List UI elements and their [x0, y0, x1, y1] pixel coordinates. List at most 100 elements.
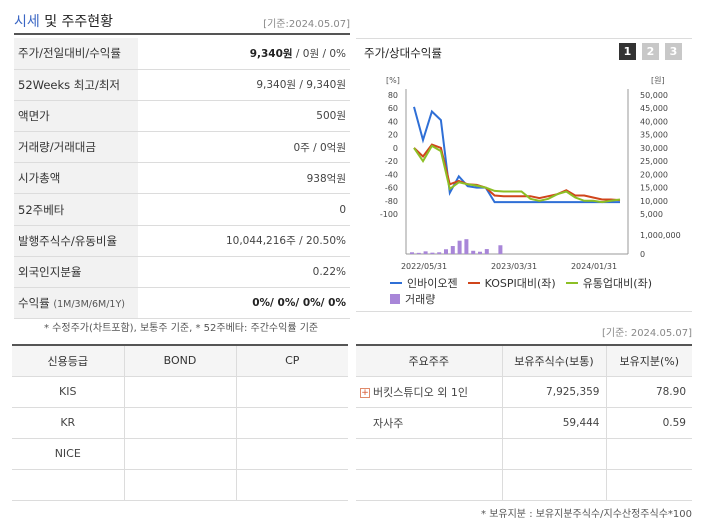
info-value: 9,340원 / 9,340원 [138, 69, 350, 101]
info-row: 시가총액 938억원 [14, 162, 350, 195]
info-label: 52Weeks 최고/최저 [14, 69, 138, 101]
label-small: (1M/3M/6M/1Y) [53, 299, 125, 311]
table-row [356, 438, 692, 470]
table-row [12, 469, 348, 501]
holder-name-cell [356, 438, 502, 470]
chart-panel: [%] [원] 80 60 40 20 0 -20 -40 -60 -80 -100 50,000 45,… [356, 38, 692, 312]
legend-label: 인바이오젠 [407, 277, 458, 290]
y-left-tick-label: -100 [380, 210, 398, 219]
volume-bar [437, 252, 442, 254]
bond-cell [123, 469, 236, 501]
title-rest: 및 주주현황 [39, 14, 114, 30]
y-left-tick-label: 60 [388, 104, 398, 113]
y-left-tick-label: -60 [385, 184, 398, 193]
column-header: 보유지분(%) [605, 345, 692, 377]
info-row: 발행주식수/유동비율 10,044,216주 / 20.50% [14, 225, 350, 257]
volume-bar [416, 252, 421, 254]
agency-cell [12, 469, 124, 501]
info-value: 938억원 [138, 162, 350, 195]
y-left-tick-label: -40 [385, 170, 398, 179]
series-line [413, 144, 621, 204]
column-header: 보유주식수(보통) [501, 345, 606, 377]
legend-label: 거래량 [405, 293, 436, 306]
volume-tick-label: 1,000,000 [640, 231, 681, 240]
market-info-table: 주가/전일대비/수익률 9,340원 / 0원 / 0% 52Weeks 최고/… [14, 38, 350, 320]
series-line [413, 143, 621, 202]
table-row: 자사주 59,444 0.59 [356, 407, 692, 439]
y-left-tick-label: -80 [385, 197, 398, 206]
column-header: CP [235, 345, 348, 377]
volume-bar [484, 249, 489, 254]
section-title: 시세 및 주주현황 [14, 11, 113, 31]
holder-name[interactable]: 버킷스튜디오 외 1인 [373, 385, 468, 399]
agency-cell: NICE [12, 438, 124, 470]
legend-square-icon [390, 294, 400, 304]
y-left-tick-label: 0 [393, 144, 398, 153]
legend-label: 유통업대비(좌) [582, 277, 652, 290]
info-label: 주가/전일대비/수익률 [14, 38, 138, 70]
y-right-tick-label: 15,000 [640, 184, 668, 193]
legend-line-icon [565, 282, 578, 284]
chart-tabs: 1 2 3 [619, 43, 682, 60]
shares-cell: 7,925,359 [501, 376, 606, 408]
return-value: 0%/ 0%/ 0%/ 0% [252, 297, 346, 310]
shares-cell [501, 469, 606, 501]
shareholders-table: 주요주주 보유주식수(보통) 보유지분(%) + 버킷스튜디오 외 1인 7,92… [356, 344, 692, 501]
pct-cell: 0.59 [605, 407, 692, 439]
info-row: 52Weeks 최고/최저 9,340원 / 9,340원 [14, 69, 350, 101]
y-right-tick-label: 10,000 [640, 197, 668, 206]
volume-bar [471, 250, 476, 254]
legend-item: 유통업대비(좌) [565, 275, 652, 291]
cp-cell [235, 438, 348, 470]
y-right-tick-label: 20,000 [640, 170, 668, 179]
y-left-tick-label: -20 [385, 157, 398, 166]
x-tick-label: 2024/01/31 [571, 262, 617, 271]
price-chart: [%] [원] 80 60 40 20 0 -20 -40 -60 -80 -100 50,000 45,… [380, 76, 681, 271]
volume-bar [498, 245, 503, 254]
info-label: 수익률 (1M/3M/6M/1Y) [14, 287, 138, 320]
info-label: 거래량/거래대금 [14, 131, 138, 164]
info-value: 10,044,216주 / 20.50% [138, 225, 350, 257]
chart-tab-1[interactable]: 1 [619, 43, 636, 60]
y-left-tick-label: 20 [388, 131, 398, 140]
info-label: 발행주식수/유동비율 [14, 225, 138, 257]
footnote-left: * 수정주가(차트포함), 보통주 기준, * 52주베타: 주간수익률 기준 [44, 323, 319, 334]
right-axis-unit: [원] [651, 76, 665, 85]
volume-bar [444, 249, 448, 254]
cp-cell [235, 376, 348, 408]
info-row: 52주베타 0 [14, 193, 350, 226]
pct-cell: 78.90 [605, 376, 692, 408]
y-right-tick-label: 40,000 [640, 117, 668, 126]
label-main: 수익률 [18, 296, 50, 311]
chart-tab-3[interactable]: 3 [665, 43, 682, 60]
chart-tab-2[interactable]: 2 [642, 43, 659, 60]
volume-bar [430, 252, 435, 254]
info-row: 주가/전일대비/수익률 9,340원 / 0원 / 0% [14, 38, 350, 70]
column-header: 신용등급 [12, 345, 124, 377]
info-value: 0 [138, 193, 350, 226]
y-right-tick-label: 50,000 [640, 91, 668, 100]
footnote-right: * 보유지분 : 보유지분주식수/지수산정주식수*100 [481, 509, 692, 520]
chart-legend: 인바이오젠 KOSPI대비(좌) 유통업대비(좌) 거래량 [390, 275, 662, 307]
cp-cell [235, 407, 348, 439]
volume-bar [423, 251, 428, 254]
y-left-tick-label: 40 [388, 117, 398, 126]
column-header: BOND [123, 345, 236, 377]
series-line [413, 106, 620, 204]
volume-zero-label: 0 [640, 250, 645, 259]
column-header: 주요주주 [356, 345, 502, 377]
reference-date-right: [기준: 2024.05.07] [601, 328, 692, 339]
change-value: / 0원 / 0% [292, 47, 346, 60]
holder-name-cell [356, 469, 502, 501]
info-label: 액면가 [14, 100, 138, 133]
price-value: 9,340원 [249, 47, 293, 60]
table-row: NICE [12, 438, 348, 470]
section-header: 시세 및 주주현황 [기준:2024.05.07] [14, 9, 350, 35]
expand-icon[interactable]: + [360, 387, 370, 398]
volume-bar [464, 239, 469, 254]
agency-cell: KR [12, 407, 124, 439]
info-label: 시가총액 [14, 162, 138, 195]
bond-cell [123, 438, 236, 470]
y-right-tick-label: 5,000 [640, 210, 663, 219]
cp-cell [235, 469, 348, 501]
